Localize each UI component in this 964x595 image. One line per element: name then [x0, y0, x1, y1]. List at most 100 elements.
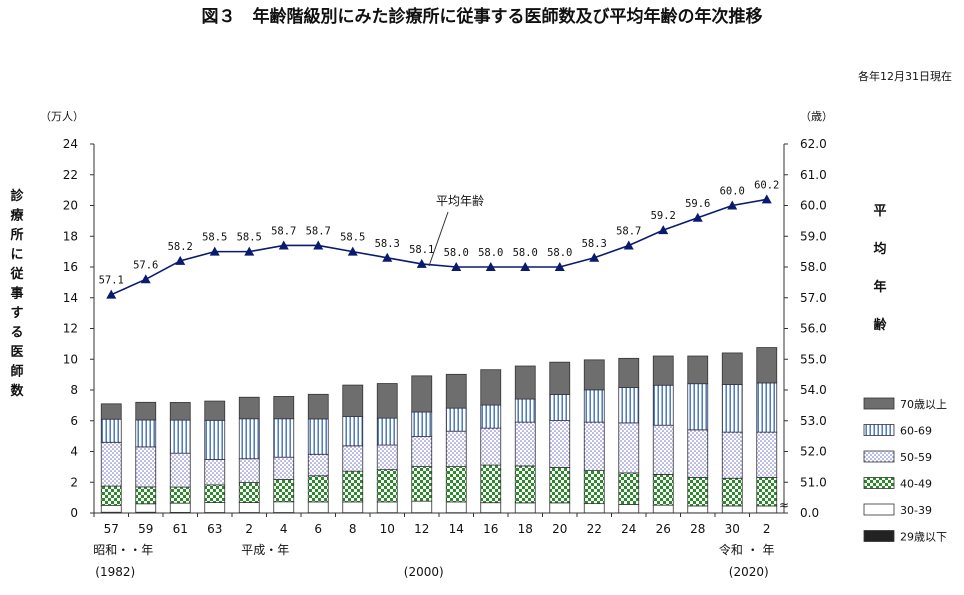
average-age-data-label: 58.1 — [409, 244, 434, 256]
bar-segment-1 — [308, 502, 328, 513]
average-age-data-label: 58.0 — [478, 247, 503, 259]
bar-segment-1 — [101, 505, 121, 512]
bar-segment-3 — [515, 422, 535, 466]
bar-segment-1 — [239, 503, 259, 513]
bar-segment-4 — [722, 384, 742, 432]
right-axis-title-char: 齢 — [873, 317, 887, 333]
x-tick-label: 59 — [138, 522, 153, 536]
right-tick-label: 51.0 — [800, 475, 827, 489]
legend-label: 70歳以上 — [900, 398, 947, 411]
bar-segment-4 — [170, 420, 190, 453]
bar-segment-5 — [722, 353, 742, 385]
x-tick-label: 12 — [414, 522, 429, 536]
average-age-marker — [141, 274, 151, 283]
bar-segment-2 — [274, 479, 294, 501]
bar-segment-2 — [170, 487, 190, 503]
left-tick-label: 4 — [70, 445, 78, 459]
right-axis-title-char: 年 — [873, 279, 886, 295]
era-label: 令和 ・ 年 — [719, 542, 775, 557]
bar-segment-3 — [170, 453, 190, 487]
bar-segment-1 — [584, 504, 604, 513]
average-age-data-label: 58.5 — [237, 232, 262, 244]
bar-segment-1 — [446, 502, 466, 513]
legend-label: 50-59 — [900, 451, 932, 464]
average-age-data-label: 58.7 — [616, 225, 641, 237]
bar-segment-3 — [274, 457, 294, 479]
x-tick-label: 22 — [587, 522, 602, 536]
bar-segment-2 — [757, 477, 777, 505]
average-age-data-label: 58.0 — [547, 247, 572, 259]
legend-label: 60-69 — [900, 425, 932, 438]
right-tick-label: 0.0 — [800, 506, 819, 520]
right-tick-label: 59.0 — [800, 229, 827, 243]
bar-segment-4 — [412, 412, 432, 437]
bar-segment-2 — [446, 467, 466, 502]
legend-swatch — [864, 425, 894, 436]
bar-segment-4 — [550, 394, 570, 420]
legend-label: 29歳以下 — [900, 531, 947, 544]
left-unit: （万人） — [40, 110, 84, 123]
average-age-data-label: 58.7 — [306, 225, 331, 237]
bar-segment-1 — [343, 502, 363, 513]
left-axis-title-char: る — [10, 326, 23, 341]
average-age-data-label: 58.0 — [444, 247, 469, 259]
x-tick-label: 16 — [483, 522, 498, 536]
x-tick-label: 2 — [245, 522, 253, 536]
x-tick-label: 6 — [314, 522, 322, 536]
bar-segment-4 — [205, 420, 225, 459]
x-tick-label: 28 — [690, 522, 705, 536]
bar-segment-3 — [205, 459, 225, 484]
era-label: 平成・年 — [241, 543, 289, 557]
bar-segment-1 — [688, 506, 708, 513]
bar-segment-1 — [757, 506, 777, 513]
bar-segment-4 — [757, 383, 777, 432]
legend-swatch — [864, 451, 894, 462]
bar-segment-2 — [377, 470, 397, 502]
era-year-label: (2020) — [729, 565, 769, 579]
legend-label: 30-39 — [900, 504, 932, 517]
bar-segment-2 — [722, 478, 742, 506]
bar-segment-4 — [481, 405, 501, 428]
bar-segment-5 — [308, 394, 328, 419]
bar-segment-3 — [722, 432, 742, 478]
average-age-marker — [762, 194, 772, 203]
x-tick-label: 63 — [207, 522, 222, 536]
right-tick-label: 53.0 — [800, 414, 827, 428]
right-axis-title-char: 平 — [873, 204, 886, 219]
left-axis-title-char: 診 — [10, 188, 24, 204]
average-age-data-label: 58.5 — [340, 232, 365, 244]
average-age-data-label: 57.1 — [99, 275, 124, 287]
bar-segment-5 — [619, 358, 639, 387]
bar-segment-5 — [446, 374, 466, 408]
left-axis-title-char: に — [10, 248, 23, 263]
bar-segment-4 — [619, 388, 639, 423]
bar-segment-1 — [619, 504, 639, 512]
bar-segment-4 — [688, 384, 708, 430]
bar-segment-3 — [239, 459, 259, 483]
average-age-data-label: 57.6 — [133, 259, 158, 271]
bar-segment-5 — [688, 356, 708, 384]
left-tick-label: 18 — [63, 229, 78, 243]
left-axis-title-char: 医 — [10, 345, 23, 360]
bar-segment-1 — [550, 503, 570, 513]
left-tick-label: 2 — [70, 475, 78, 489]
bar-segment-3 — [619, 423, 639, 473]
bar-segment-2 — [412, 467, 432, 502]
right-tick-label: 54.0 — [800, 383, 827, 397]
x-tick-label: 57 — [104, 522, 119, 536]
average-age-data-label: 58.2 — [168, 241, 193, 253]
bar-segment-2 — [584, 471, 604, 504]
bar-segment-1 — [722, 506, 742, 513]
left-axis-title-char: 師 — [10, 364, 23, 380]
bar-segment-4 — [377, 418, 397, 445]
bar-segment-3 — [481, 428, 501, 465]
bar-segment-4 — [446, 408, 466, 431]
x-tick-label: 10 — [380, 522, 395, 536]
chart-title: 図３ 年齢階級別にみた診療所に従事する医師数及び平均年齢の年次推移 — [202, 6, 763, 27]
bar-segment-3 — [550, 421, 570, 468]
average-age-data-label: 60.2 — [754, 179, 779, 191]
x-tick-label: 14 — [449, 522, 464, 536]
average-age-data-label: 60.0 — [720, 186, 745, 198]
